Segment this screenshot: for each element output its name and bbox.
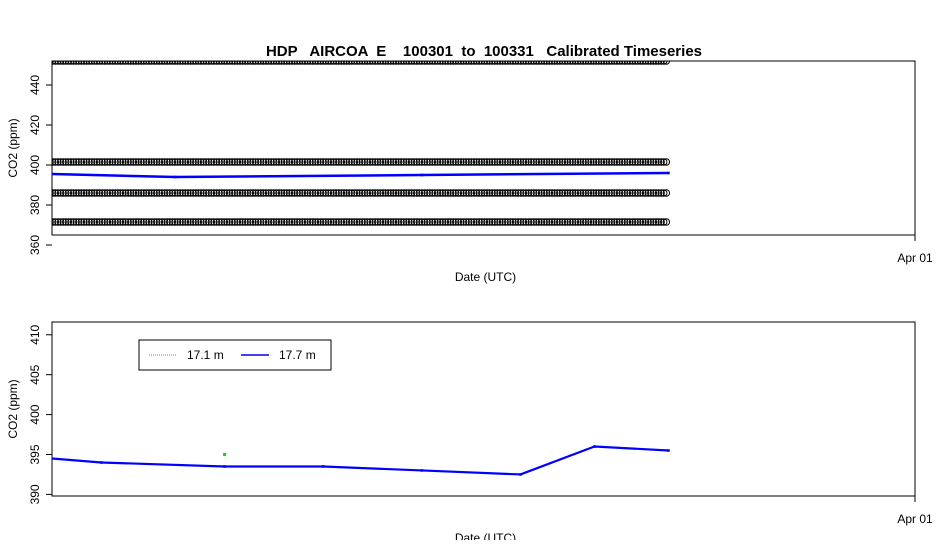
calibration-point <box>8 219 14 225</box>
x-axis-label: Date (UTC) <box>455 270 516 284</box>
calibration-point <box>5 219 11 225</box>
calibration-point <box>24 219 30 225</box>
calibration-point <box>16 219 22 225</box>
calibration-point <box>3 219 9 225</box>
calibration-point <box>18 219 24 225</box>
calibration-point <box>31 219 37 225</box>
calibration-point <box>29 219 35 225</box>
calibration-point <box>0 219 1 225</box>
calibration-point <box>11 219 17 225</box>
calibration-point <box>34 219 40 225</box>
calibration-point <box>26 219 32 225</box>
y-tick-label: 380 <box>28 195 42 215</box>
y-tick-label: 360 <box>28 235 42 255</box>
calibration-point <box>39 219 45 225</box>
y-tick-label: 420 <box>28 115 42 135</box>
panel-top: Mar 02Mar 07Mar 12Mar 17Mar 22Mar 27Apr … <box>0 58 933 284</box>
plot-area <box>0 58 670 225</box>
calibration-band <box>0 219 670 225</box>
calibration-point <box>0 219 6 225</box>
calibration-point <box>0 219 4 225</box>
calibration-band <box>0 190 670 196</box>
chart-title: HDP AIRCOA E 100301 to 100331 Calibrated… <box>266 43 702 60</box>
plot-frame <box>52 61 915 235</box>
calibration-point <box>42 219 48 225</box>
calibration-point <box>44 219 50 225</box>
y-axis-label: CO2 (ppm) <box>6 118 20 177</box>
calibration-point <box>21 219 27 225</box>
calibration-point <box>13 219 19 225</box>
calibration-point <box>37 219 43 225</box>
x-tick-label: Apr 01 <box>897 251 933 265</box>
y-tick-label: 400 <box>28 155 42 175</box>
y-tick-label: 440 <box>28 75 42 95</box>
